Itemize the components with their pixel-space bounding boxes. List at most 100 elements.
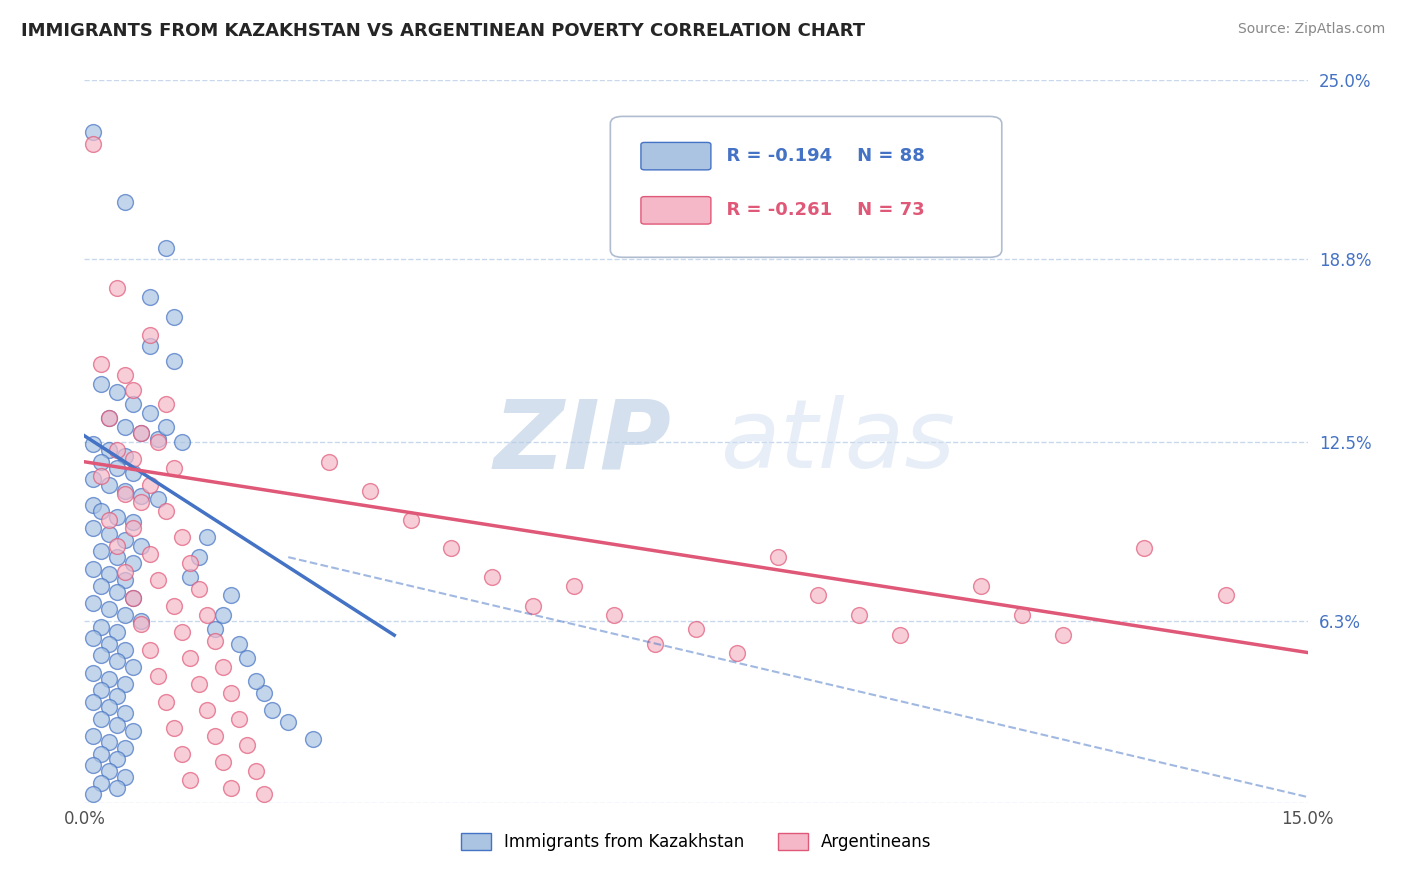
Point	[82, 596, 104, 610]
Point	[228, 712, 250, 726]
Point	[766, 550, 789, 565]
Point	[644, 637, 666, 651]
Point	[807, 588, 830, 602]
Point	[138, 339, 160, 353]
Point	[90, 619, 112, 633]
Point	[138, 406, 160, 420]
Point	[114, 565, 136, 579]
Point	[97, 672, 120, 686]
Point	[97, 512, 120, 526]
Point	[172, 434, 194, 449]
Point	[82, 631, 104, 645]
Point	[260, 703, 283, 717]
Text: ZIP: ZIP	[494, 395, 672, 488]
Point	[172, 747, 194, 761]
Point	[122, 516, 145, 530]
Point	[97, 443, 120, 458]
Point	[114, 194, 136, 209]
Point	[195, 607, 218, 622]
Point	[97, 700, 120, 714]
Point	[440, 541, 463, 556]
Point	[970, 579, 993, 593]
Point	[122, 397, 145, 411]
Point	[105, 550, 128, 565]
Point	[481, 570, 503, 584]
Point	[122, 591, 145, 605]
Point	[114, 706, 136, 721]
Point	[114, 677, 136, 691]
Point	[155, 241, 177, 255]
Point	[90, 357, 112, 371]
Point	[82, 695, 104, 709]
Point	[105, 385, 128, 400]
Point	[146, 668, 169, 682]
Text: R = -0.194    N = 88: R = -0.194 N = 88	[714, 147, 925, 165]
Point	[399, 512, 422, 526]
Point	[848, 607, 870, 622]
Point	[146, 432, 169, 446]
Point	[187, 550, 209, 565]
Point	[212, 607, 235, 622]
Point	[179, 772, 201, 787]
Point	[97, 411, 120, 425]
Point	[562, 579, 585, 593]
Point	[90, 683, 112, 698]
Point	[1215, 588, 1237, 602]
Point	[97, 764, 120, 778]
Point	[90, 469, 112, 483]
Point	[122, 451, 145, 466]
Point	[114, 533, 136, 547]
Point	[90, 544, 112, 558]
Point	[146, 492, 169, 507]
Point	[212, 756, 235, 770]
Point	[187, 677, 209, 691]
Point	[122, 556, 145, 570]
Point	[219, 686, 242, 700]
Point	[138, 290, 160, 304]
Point	[114, 420, 136, 434]
Point	[122, 591, 145, 605]
Point	[187, 582, 209, 596]
Point	[105, 509, 128, 524]
Point	[122, 521, 145, 535]
Point	[236, 651, 259, 665]
Point	[82, 521, 104, 535]
Point	[114, 740, 136, 755]
Point	[172, 530, 194, 544]
Point	[90, 579, 112, 593]
Point	[245, 674, 267, 689]
Point	[105, 443, 128, 458]
Point	[114, 449, 136, 463]
Point	[138, 642, 160, 657]
Point	[1011, 607, 1033, 622]
Point	[138, 478, 160, 492]
Point	[1052, 628, 1074, 642]
Point	[97, 567, 120, 582]
Point	[236, 738, 259, 752]
FancyBboxPatch shape	[641, 196, 711, 224]
Point	[163, 310, 186, 325]
Point	[105, 781, 128, 796]
Point	[105, 689, 128, 703]
Point	[138, 547, 160, 561]
Point	[90, 376, 112, 391]
Point	[82, 562, 104, 576]
Point	[97, 527, 120, 541]
Point	[82, 437, 104, 451]
Point	[90, 648, 112, 663]
Point	[82, 498, 104, 512]
Point	[131, 614, 153, 628]
Point	[204, 729, 226, 743]
Point	[105, 654, 128, 668]
Point	[172, 625, 194, 640]
Point	[114, 607, 136, 622]
Point	[90, 455, 112, 469]
Point	[114, 574, 136, 588]
Point	[245, 764, 267, 778]
Point	[97, 478, 120, 492]
Text: R = -0.261    N = 73: R = -0.261 N = 73	[714, 202, 925, 219]
Point	[163, 460, 186, 475]
Point	[204, 634, 226, 648]
Point	[318, 455, 340, 469]
Point	[253, 686, 276, 700]
